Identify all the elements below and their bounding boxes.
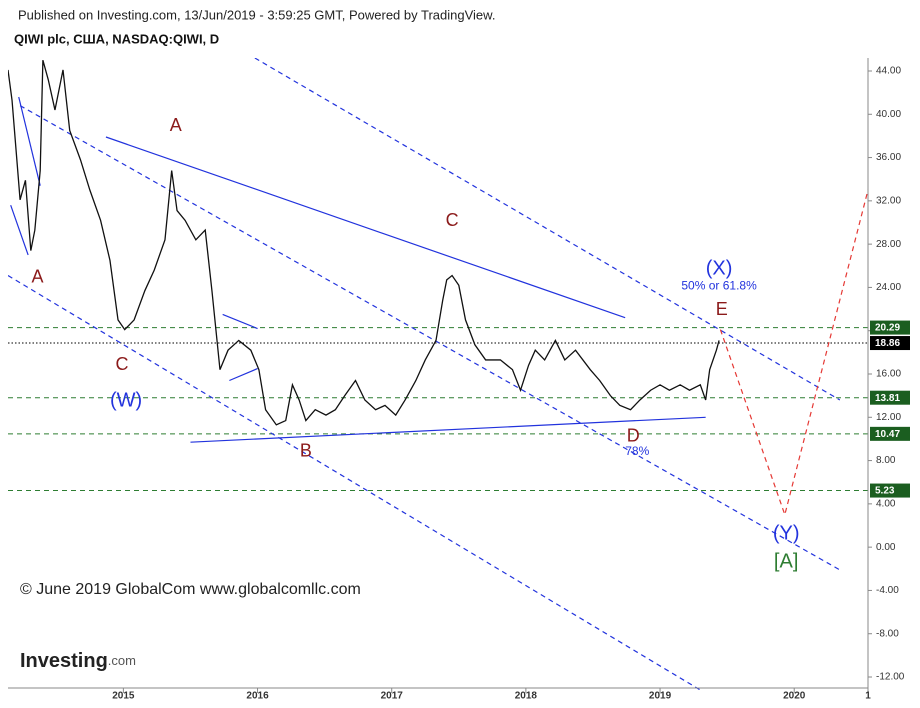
y-tick-label: -4.00: [876, 585, 899, 596]
wave-label: B: [300, 441, 312, 461]
wave-label: E: [716, 299, 728, 319]
x-tick-label: 2016: [246, 691, 269, 702]
y-tick-label: 8.00: [876, 455, 896, 466]
trendline: [105, 136, 626, 319]
level-box: [870, 336, 910, 351]
published-note: Published on Investing.com, 13/Jun/2019 …: [18, 7, 495, 22]
plot: [8, 58, 868, 690]
trendline: [8, 275, 701, 690]
logo-suffix: .com: [108, 653, 136, 668]
level-box: [870, 426, 910, 441]
level-box: [870, 483, 910, 498]
x-tick-label: 2020: [783, 691, 806, 702]
level-box: [870, 390, 910, 405]
level-label: 10.47: [875, 429, 900, 440]
wave-label: C: [116, 354, 129, 374]
wave-label: [A]: [774, 551, 798, 573]
wave-label: A: [170, 115, 182, 135]
logo-main: Investing: [20, 650, 108, 672]
x-tick-label: 2018: [515, 691, 538, 702]
trendline: [18, 96, 41, 186]
trendline: [254, 58, 841, 401]
price-line: [8, 59, 720, 426]
wave-label: C: [446, 210, 459, 230]
trendline: [19, 105, 841, 571]
symbol-title: QIWI plc, США, NASDAQ:QIWI, D: [14, 31, 219, 46]
wave-label: D: [627, 426, 640, 446]
trendline: [222, 313, 258, 330]
y-tick-label: -12.00: [876, 672, 905, 683]
wave-label: (X): [706, 257, 733, 279]
trendline: [719, 189, 868, 517]
trendline: [10, 204, 29, 256]
copyright: © June 2019 GlobalCom www.globalcomllc.c…: [20, 581, 361, 598]
x-tick-label: 2019: [649, 691, 672, 702]
y-tick-label: 40.00: [876, 109, 901, 120]
logo: Investing.com: [20, 650, 136, 672]
wave-label: 50% or 61.8%: [681, 279, 757, 293]
wave-label: 78%: [625, 444, 649, 458]
trendline: [190, 416, 706, 443]
y-tick-label: 28.00: [876, 239, 901, 250]
y-tick-label: 32.00: [876, 195, 901, 206]
wave-label: (W): [110, 389, 142, 411]
trendline: [229, 368, 258, 382]
x-tick-label: 2017: [381, 691, 404, 702]
y-tick-label: 12.00: [876, 412, 901, 423]
y-tick-label: 24.00: [876, 282, 901, 293]
wave-label: (Y): [773, 522, 800, 544]
x-tick-label: 1: [865, 691, 871, 702]
y-tick-label: 4.00: [876, 499, 896, 510]
level-label: 20.29: [875, 323, 900, 334]
level-label: 5.23: [875, 486, 895, 497]
y-tick-label: -8.00: [876, 628, 899, 639]
y-tick-label: 0.00: [876, 542, 896, 553]
y-tick-label: 16.00: [876, 369, 901, 380]
x-tick-label: 2015: [112, 691, 135, 702]
level-label: 18.86: [875, 338, 900, 349]
level-label: 13.81: [875, 393, 900, 404]
level-box: [870, 320, 910, 335]
wave-label: A: [32, 266, 44, 286]
y-tick-label: 36.00: [876, 152, 901, 163]
y-tick-label: 44.00: [876, 66, 901, 77]
